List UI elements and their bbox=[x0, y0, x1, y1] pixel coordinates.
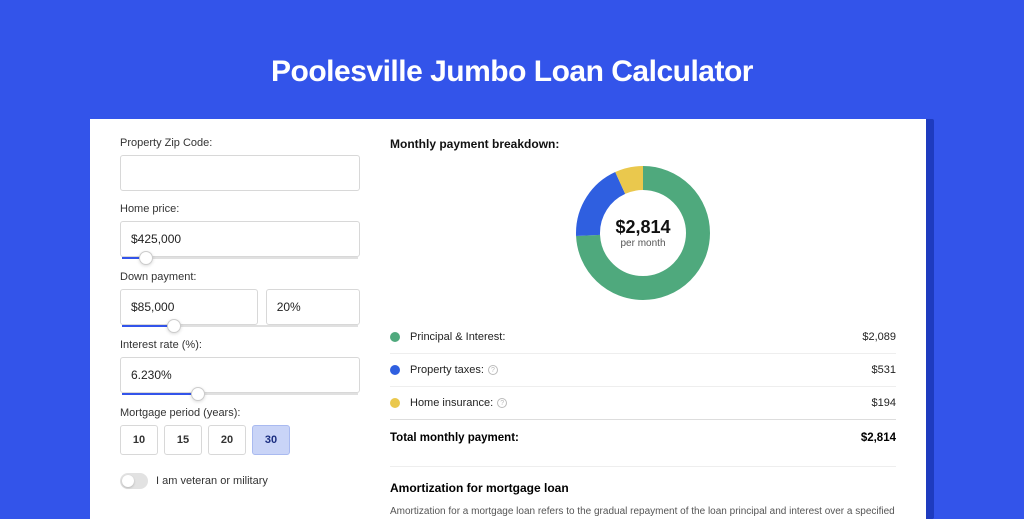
down-payment-slider[interactable] bbox=[122, 325, 358, 327]
form-panel: Property Zip Code: Home price: Down paym… bbox=[120, 137, 360, 519]
period-row: 10152030 bbox=[120, 425, 360, 455]
zip-label: Property Zip Code: bbox=[120, 137, 360, 149]
legend-row: Principal & Interest:$2,089 bbox=[390, 321, 896, 354]
interest-input[interactable] bbox=[120, 357, 360, 393]
legend-label: Property taxes:? bbox=[410, 364, 872, 376]
interest-slider-fill bbox=[122, 393, 198, 395]
legend-row: Home insurance:?$194 bbox=[390, 387, 896, 419]
card-shadow: Property Zip Code: Home price: Down paym… bbox=[90, 119, 934, 519]
home-price-label: Home price: bbox=[120, 203, 360, 215]
legend-row: Property taxes:?$531 bbox=[390, 354, 896, 387]
home-price-input[interactable] bbox=[120, 221, 360, 257]
donut-value: $2,814 bbox=[615, 217, 670, 238]
home-price-slider[interactable] bbox=[122, 257, 358, 259]
period-button-15[interactable]: 15 bbox=[164, 425, 202, 455]
legend-value: $2,089 bbox=[862, 331, 896, 343]
legend-label: Home insurance:? bbox=[410, 397, 872, 409]
amortization-heading: Amortization for mortgage loan bbox=[390, 466, 896, 495]
breakdown-panel: Monthly payment breakdown: $2,814 per mo… bbox=[390, 137, 896, 519]
legend: Principal & Interest:$2,089Property taxe… bbox=[390, 321, 896, 419]
down-payment-pct-input[interactable] bbox=[266, 289, 360, 325]
down-payment-slider-thumb[interactable] bbox=[167, 319, 181, 333]
legend-value: $194 bbox=[872, 397, 896, 409]
donut-chart: $2,814 per month bbox=[573, 163, 713, 303]
total-value: $2,814 bbox=[861, 432, 896, 444]
info-icon[interactable]: ? bbox=[488, 365, 498, 375]
amortization-body: Amortization for a mortgage loan refers … bbox=[390, 505, 896, 519]
breakdown-heading: Monthly payment breakdown: bbox=[390, 137, 896, 151]
period-button-30[interactable]: 30 bbox=[252, 425, 290, 455]
veteran-toggle[interactable] bbox=[120, 473, 148, 489]
home-price-slider-thumb[interactable] bbox=[139, 251, 153, 265]
page-title: Poolesville Jumbo Loan Calculator bbox=[30, 55, 994, 89]
interest-slider[interactable] bbox=[122, 393, 358, 395]
legend-label: Principal & Interest: bbox=[410, 331, 862, 343]
calculator-card: Property Zip Code: Home price: Down paym… bbox=[90, 119, 926, 519]
legend-dot bbox=[390, 365, 400, 375]
legend-dot bbox=[390, 332, 400, 342]
donut-sub: per month bbox=[620, 238, 665, 249]
period-button-10[interactable]: 10 bbox=[120, 425, 158, 455]
down-payment-input[interactable] bbox=[120, 289, 258, 325]
veteran-label: I am veteran or military bbox=[156, 475, 268, 487]
period-label: Mortgage period (years): bbox=[120, 407, 360, 419]
legend-value: $531 bbox=[872, 364, 896, 376]
interest-label: Interest rate (%): bbox=[120, 339, 360, 351]
legend-dot bbox=[390, 398, 400, 408]
info-icon[interactable]: ? bbox=[497, 398, 507, 408]
total-row: Total monthly payment: $2,814 bbox=[390, 419, 896, 458]
interest-slider-thumb[interactable] bbox=[191, 387, 205, 401]
zip-input[interactable] bbox=[120, 155, 360, 191]
period-button-20[interactable]: 20 bbox=[208, 425, 246, 455]
down-payment-label: Down payment: bbox=[120, 271, 360, 283]
total-label: Total monthly payment: bbox=[390, 432, 861, 444]
